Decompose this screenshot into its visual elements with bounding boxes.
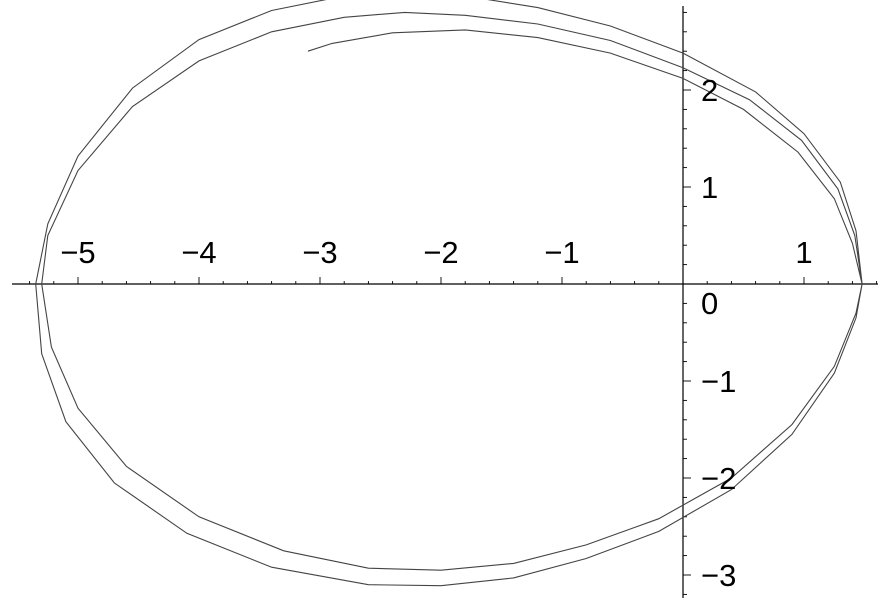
origin-label: 0 <box>701 286 718 321</box>
tick-labels: −5 −4 −3 −2 −1 1 2 1 −1 −2 −3 0 <box>60 73 812 593</box>
y-tick-label: −2 <box>701 461 736 496</box>
y-tick-label: 2 <box>701 73 718 108</box>
x-tick-label: −4 <box>181 235 216 270</box>
spiral-curve-line <box>35 0 863 587</box>
y-tick-label: −1 <box>701 364 736 399</box>
major-ticks <box>77 89 805 576</box>
y-tick-label: −3 <box>701 558 736 593</box>
x-tick-label: −5 <box>60 235 95 270</box>
x-tick-label: 1 <box>795 235 812 270</box>
x-tick-label: −2 <box>423 235 458 270</box>
x-tick-label: −3 <box>302 235 337 270</box>
x-tick-label: −1 <box>544 235 579 270</box>
y-tick-label: 1 <box>701 170 718 205</box>
curves <box>35 0 863 587</box>
